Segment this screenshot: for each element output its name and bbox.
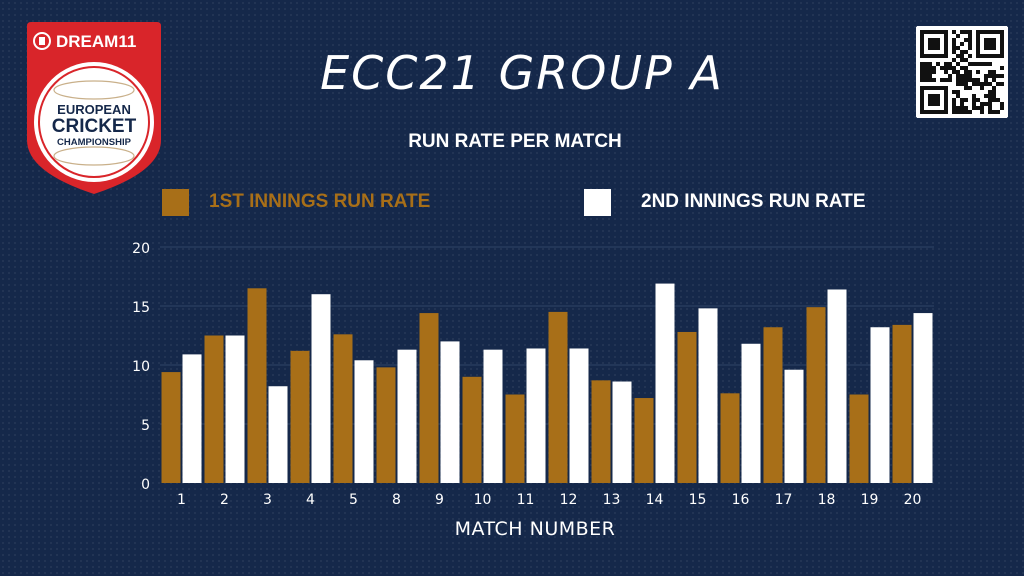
x-tick-label: 13 xyxy=(603,492,621,508)
x-tick-label: 4 xyxy=(306,492,315,508)
european-cricket-championship-logo: DREAM11 EUROPEAN CRICKET CHAMPIONSHIP xyxy=(27,22,161,194)
x-tick-label: 16 xyxy=(732,492,750,508)
legend-label-series1: 1ST INNINGS RUN RATE xyxy=(209,191,431,212)
bar-series1-match-14 xyxy=(634,398,654,483)
qr-code xyxy=(916,26,1008,118)
x-tick-label: 1 xyxy=(177,492,186,508)
x-tick-label: 18 xyxy=(818,492,836,508)
chart-title: ECC21 GROUP A xyxy=(320,46,724,100)
x-tick-label: 8 xyxy=(392,492,401,508)
dream11-mark-icon xyxy=(33,32,51,50)
x-tick-label: 17 xyxy=(775,492,793,508)
bar-series2-match-12 xyxy=(569,348,589,483)
bar-series2-match-17 xyxy=(784,369,804,483)
y-tick-label: 15 xyxy=(132,300,150,316)
logo-line2: CRICKET xyxy=(52,116,137,137)
bar-series1-match-13 xyxy=(591,380,611,483)
x-tick-label: 2 xyxy=(220,492,229,508)
legend-item-series2: 2ND INNINGS RUN RATE xyxy=(584,188,866,216)
bar-series1-match-3 xyxy=(247,288,267,483)
logo-line1: EUROPEAN xyxy=(57,102,131,117)
bar-series1-match-16 xyxy=(720,393,740,483)
legend-label-series2: 2ND INNINGS RUN RATE xyxy=(641,191,866,212)
y-tick-label: 5 xyxy=(141,418,150,434)
x-tick-label: 10 xyxy=(474,492,492,508)
legend-item-series1: 1ST INNINGS RUN RATE xyxy=(162,188,430,216)
bar-series2-match-16 xyxy=(741,343,761,483)
legend-swatch-series1 xyxy=(162,188,189,216)
bar-series1-match-8 xyxy=(376,367,396,483)
x-tick-label: 5 xyxy=(349,492,358,508)
x-tick-label: 19 xyxy=(861,492,879,508)
bar-series1-match-12 xyxy=(548,311,568,483)
x-tick-label: 14 xyxy=(646,492,664,508)
x-tick-label: 9 xyxy=(435,492,444,508)
bar-series1-match-17 xyxy=(763,327,783,483)
y-tick-label: 10 xyxy=(132,359,150,375)
bar-series1-match-9 xyxy=(419,313,439,483)
bar-series2-match-4 xyxy=(311,294,331,483)
bar-series2-match-3 xyxy=(268,386,288,483)
bar-series2-match-19 xyxy=(870,327,890,483)
bar-series1-match-11 xyxy=(505,394,525,483)
bar-series2-match-11 xyxy=(526,348,546,483)
bar-series2-match-15 xyxy=(698,308,718,483)
bar-series1-match-19 xyxy=(849,394,869,483)
bar-series1-match-15 xyxy=(677,331,697,483)
bar-series2-match-9 xyxy=(440,341,460,483)
x-axis-title: MATCH NUMBER xyxy=(454,518,616,540)
bar-series2-match-8 xyxy=(397,349,417,483)
bar-series2-match-18 xyxy=(827,289,847,483)
bar-series2-match-20 xyxy=(913,313,933,483)
bar-series1-match-18 xyxy=(806,307,826,483)
bar-series1-match-5 xyxy=(333,334,353,483)
bar-series2-match-1 xyxy=(182,354,202,483)
x-tick-label: 15 xyxy=(689,492,707,508)
bar-series1-match-4 xyxy=(290,350,310,483)
bar-series2-match-10 xyxy=(483,349,503,483)
bar-series1-match-20 xyxy=(892,324,912,483)
y-tick-label: 0 xyxy=(141,477,150,493)
bar-series1-match-1 xyxy=(161,372,181,483)
bar-series2-match-2 xyxy=(225,335,245,483)
x-tick-label: 20 xyxy=(904,492,922,508)
x-tick-label: 12 xyxy=(560,492,578,508)
logo-brand: DREAM11 xyxy=(56,32,136,51)
logo-line3: CHAMPIONSHIP xyxy=(57,137,132,148)
chart-subtitle: RUN RATE PER MATCH xyxy=(408,131,622,152)
x-tick-label: 11 xyxy=(517,492,535,508)
bar-series1-match-10 xyxy=(462,376,482,483)
bar-series1-match-2 xyxy=(204,335,224,483)
y-tick-label: 20 xyxy=(132,241,150,257)
bar-series2-match-14 xyxy=(655,283,675,483)
bar-series2-match-13 xyxy=(612,381,632,483)
bar-series2-match-5 xyxy=(354,360,374,483)
x-tick-label: 3 xyxy=(263,492,272,508)
legend-swatch-series2 xyxy=(584,188,611,216)
